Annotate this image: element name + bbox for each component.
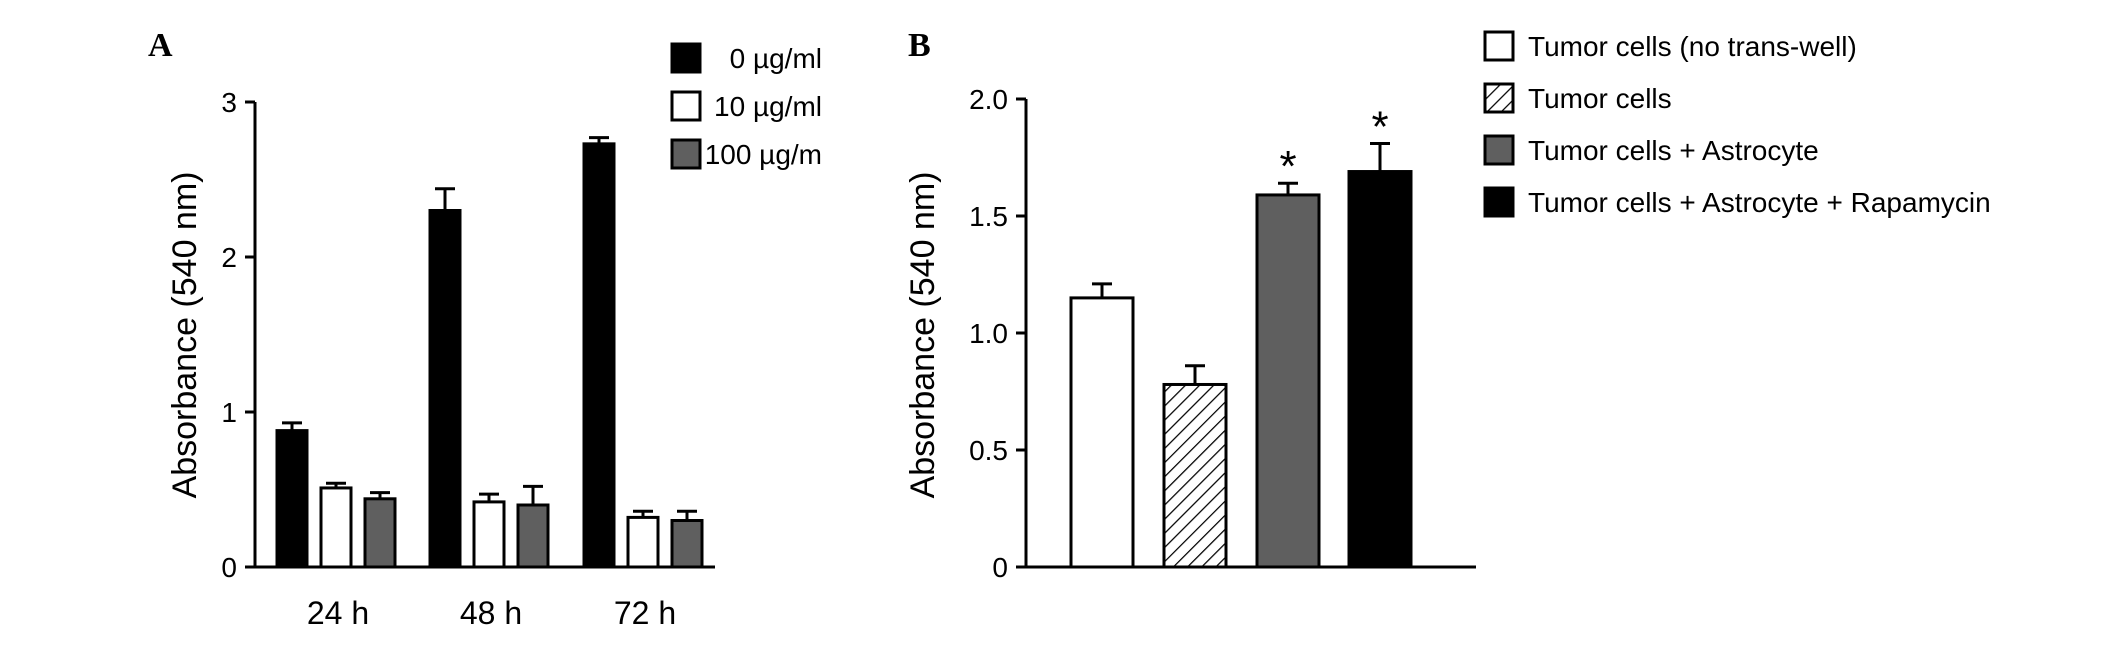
panel-b-legend-swatch bbox=[1483, 30, 1515, 62]
panel-b-y-tick-label: 0.5 bbox=[969, 435, 1008, 466]
panel-b-legend-label: Tumor cells bbox=[1528, 83, 1672, 114]
panel-a-bars bbox=[275, 136, 704, 569]
panel-b-legend: Tumor cells (no trans-well) Tumor cells Tu… bbox=[1483, 30, 1991, 218]
panel-a-bar bbox=[582, 142, 616, 569]
panel-a-legend-swatch bbox=[670, 42, 702, 74]
panel-b-significance-marker: * bbox=[1371, 102, 1388, 151]
panel-b-legend-label: Tumor cells + Astrocyte + Rapamycin bbox=[1528, 187, 1991, 218]
panel-b-bar bbox=[1347, 170, 1413, 569]
panel-b-significance-marker: * bbox=[1279, 142, 1296, 191]
panel-a-y-tick-label: 1 bbox=[221, 397, 237, 428]
panel-a-legend-label: 0 µg/ml bbox=[730, 43, 822, 74]
panel-a-y-tick-label: 0 bbox=[221, 552, 237, 583]
panel-b-y-ticks: 0 0.5 1.0 1.5 2.0 bbox=[969, 84, 1026, 583]
panel-b-legend-swatch bbox=[1483, 82, 1515, 114]
panel-b-legend-label: Tumor cells (no trans-well) bbox=[1528, 31, 1857, 62]
panel-a-y-axis-title: Absorbance (540 nm) bbox=[166, 172, 204, 499]
panel-b-letter: B bbox=[908, 27, 931, 64]
panel-b-bars: ** bbox=[1069, 102, 1413, 569]
panel-b-legend-swatch bbox=[1483, 186, 1515, 218]
panel-a-x-tick-label: 72 h bbox=[614, 595, 676, 631]
panel-a-legend-label: 100 µg/m bbox=[705, 139, 822, 170]
panel-a-bar bbox=[516, 503, 550, 569]
panel-b-y-tick-label: 1.0 bbox=[969, 318, 1008, 349]
panel-a-bar bbox=[319, 486, 353, 569]
panel-b-bar bbox=[1162, 382, 1228, 569]
panel-a-x-tick-label: 24 h bbox=[307, 595, 369, 631]
panel-a-y-tick-label: 2 bbox=[221, 242, 237, 273]
panel-a-x-tick-label: 48 h bbox=[460, 595, 522, 631]
panel-a-bar bbox=[626, 515, 660, 569]
panel-b-legend-swatch bbox=[1483, 134, 1515, 166]
panel-a-letter: A bbox=[148, 27, 173, 64]
panel-b: B 00.51.01.52.0 ** Absorbance (540 nm) T… bbox=[904, 27, 1991, 583]
panel-a-legend: 0 µg/ml 10 µg/ml 100 µg/m bbox=[670, 42, 822, 170]
panel-b-y-axis-title: Absorbance (540 nm) bbox=[904, 172, 942, 499]
panel-a-x-labels: 24 h 48 h 72 h bbox=[307, 595, 676, 631]
panel-a-legend-label: 10 µg/ml bbox=[714, 91, 822, 122]
panel-b-legend-label: Tumor cells + Astrocyte bbox=[1528, 135, 1819, 166]
panel-a-legend-swatch bbox=[670, 138, 702, 170]
panel-a-bar bbox=[275, 429, 309, 569]
panel-b-y-tick-label: 2.0 bbox=[969, 84, 1008, 115]
panel-a-bar bbox=[670, 519, 704, 569]
panel-a-bar bbox=[428, 209, 462, 569]
panel-a-legend-swatch bbox=[670, 90, 702, 122]
panel-b-y-tick-label: 0 bbox=[992, 552, 1008, 583]
panel-b-bar bbox=[1255, 193, 1321, 569]
panel-a-bar bbox=[363, 497, 397, 569]
panel-a-y-tick-label: 3 bbox=[221, 87, 237, 118]
panel-a-y-ticks: 0 1 2 3 bbox=[221, 87, 255, 583]
panel-a-bar bbox=[472, 500, 506, 569]
panel-b-bar bbox=[1069, 296, 1135, 569]
panel-b-y-tick-label: 1.5 bbox=[969, 201, 1008, 232]
